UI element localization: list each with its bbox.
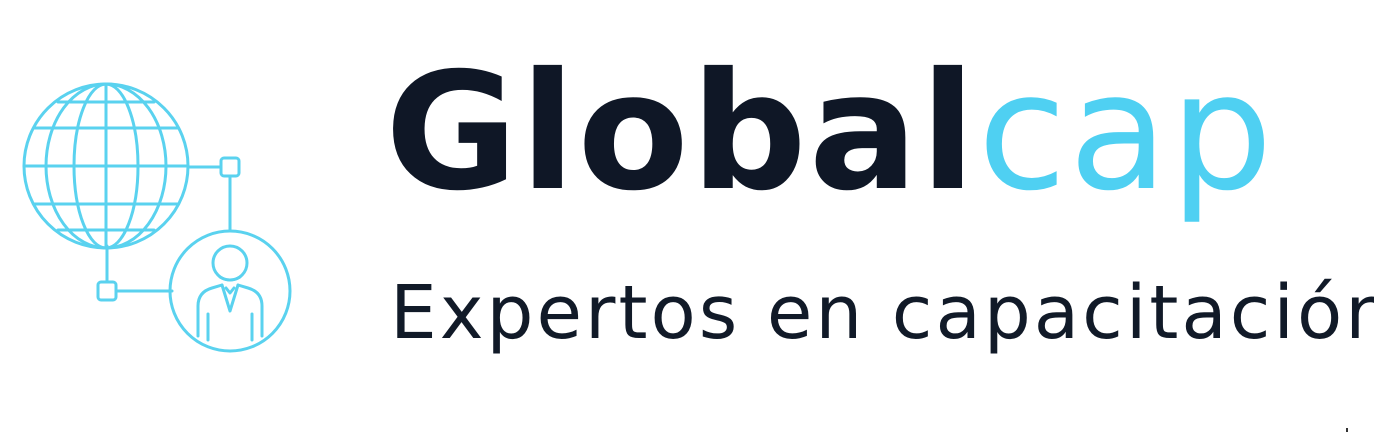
brand-wordmark: Globalcap	[385, 52, 1275, 214]
person-avatar-icon	[168, 229, 292, 353]
corner-mark	[1346, 428, 1348, 432]
brand-name-accent: cap	[977, 39, 1275, 227]
brand-tagline: Expertos en capacitación	[390, 270, 1374, 356]
brand-name-primary: Global	[385, 39, 978, 227]
globe-network-person-icon	[22, 82, 292, 353]
globe-icon	[22, 82, 190, 250]
network-connector-icon	[96, 156, 241, 302]
